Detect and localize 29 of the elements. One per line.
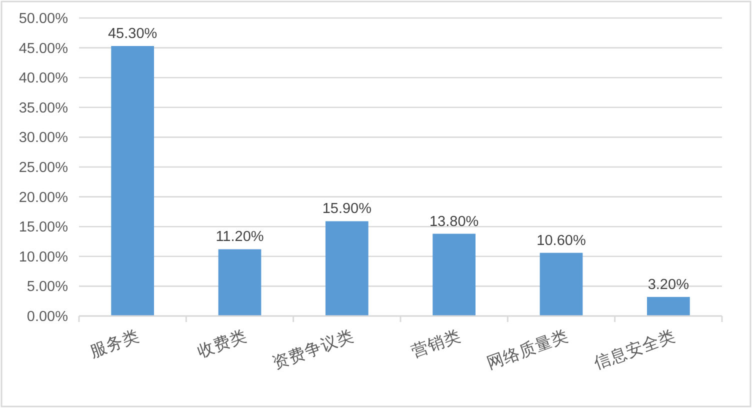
- data-label: 13.80%: [429, 214, 479, 230]
- data-label: 10.60%: [536, 232, 586, 249]
- bar: [325, 221, 368, 316]
- x-tick-label: 资费争议类: [270, 326, 356, 373]
- bar: [646, 296, 690, 316]
- bar: [432, 234, 476, 316]
- x-tick-label: 服务类: [88, 326, 142, 362]
- y-tick-label: 5.00%: [26, 279, 68, 296]
- y-tick-label: 10.00%: [18, 249, 68, 266]
- y-tick-label: 20.00%: [18, 190, 68, 206]
- y-tick-label: 25.00%: [18, 160, 68, 176]
- data-label: 11.20%: [216, 229, 264, 246]
- y-tick-label: 30.00%: [18, 130, 68, 146]
- x-tick-label: 收费类: [195, 326, 250, 362]
- x-tick-label: 营销类: [409, 326, 464, 362]
- y-tick-label: 45.00%: [18, 40, 68, 57]
- data-label: 15.90%: [322, 201, 372, 218]
- y-tick-label: 0.00%: [26, 309, 68, 325]
- data-label: 3.20%: [648, 276, 690, 293]
- x-tick-label: 网络质量类: [484, 326, 571, 373]
- bar: [111, 46, 154, 316]
- y-tick-label: 40.00%: [18, 70, 68, 87]
- y-tick-label: 50.00%: [18, 11, 68, 27]
- y-tick-label: 15.00%: [18, 220, 68, 236]
- data-label: 45.30%: [108, 26, 158, 42]
- x-tick-label: 信息安全类: [591, 326, 678, 373]
- y-tick-label: 35.00%: [18, 100, 68, 116]
- bar: [218, 249, 262, 316]
- bar: [540, 252, 583, 316]
